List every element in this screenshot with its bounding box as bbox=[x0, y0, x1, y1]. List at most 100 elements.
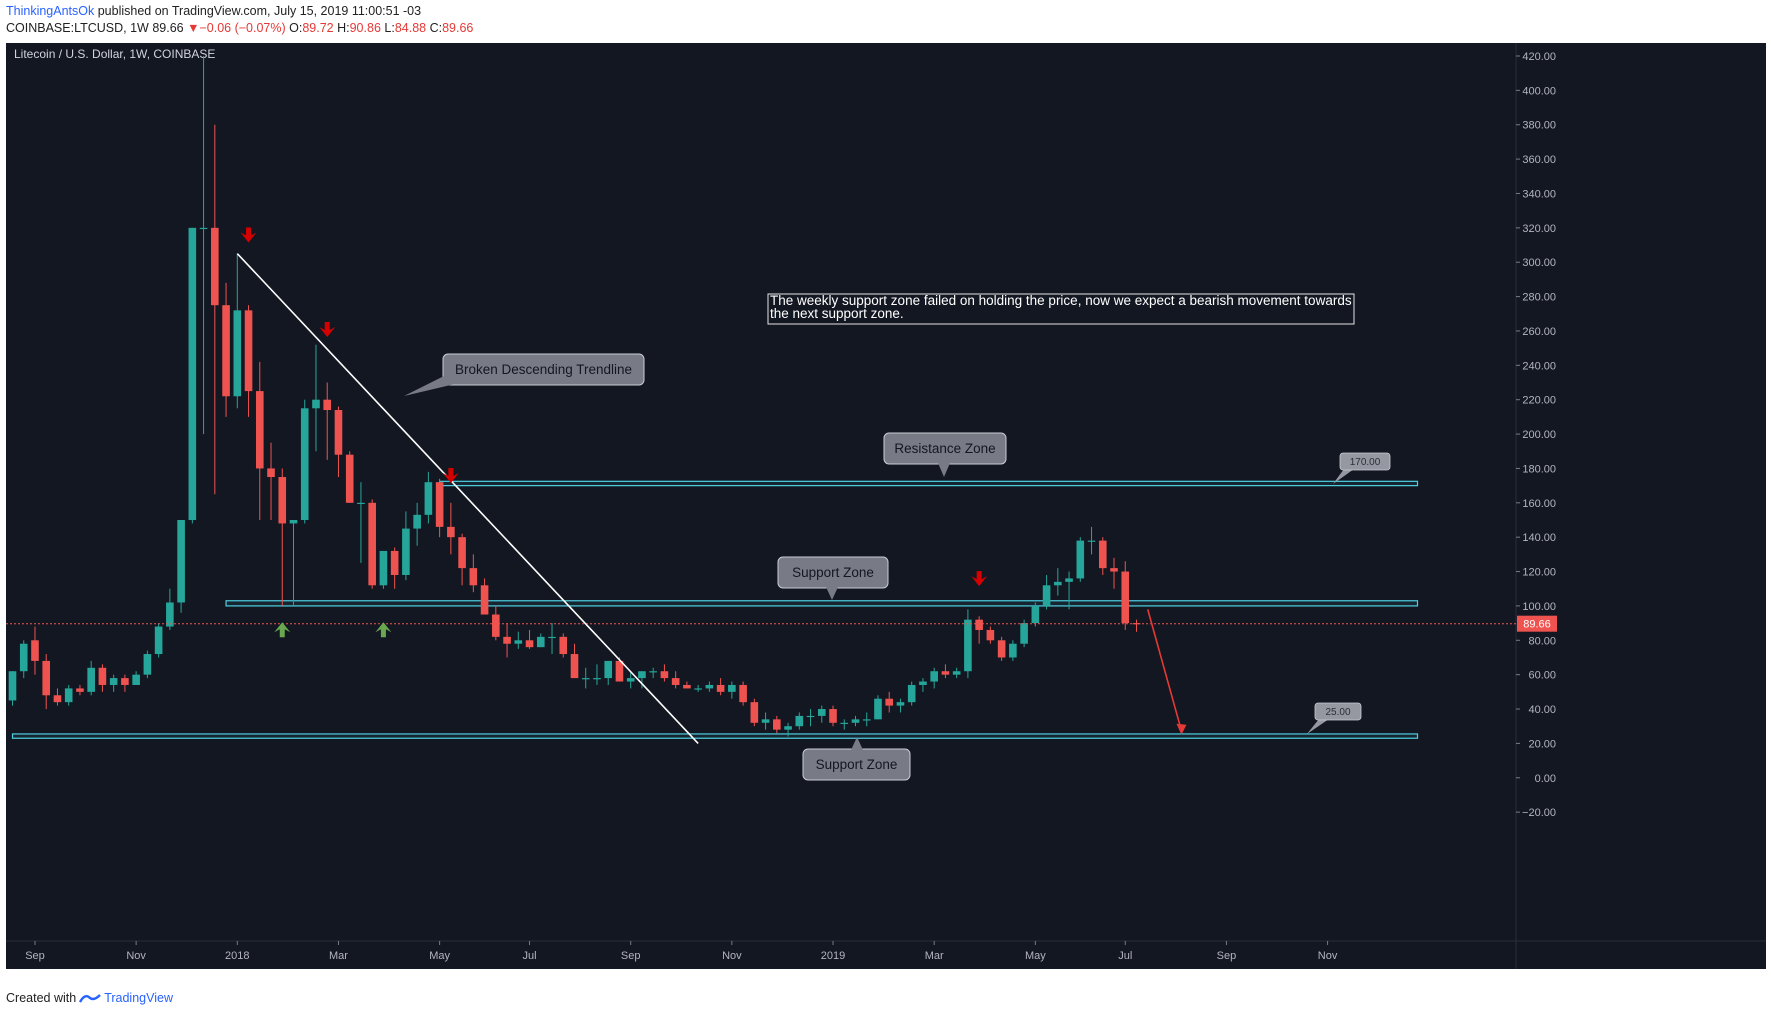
symbol-line: COINBASE:LTCUSD, 1W 89.66 ▼−0.06 (−0.07%… bbox=[6, 21, 473, 35]
candle-body bbox=[323, 399, 332, 411]
candle-body bbox=[626, 678, 635, 682]
y-tick-label: 380.00 bbox=[1522, 120, 1556, 132]
candle-body bbox=[368, 502, 376, 586]
candle-body bbox=[941, 671, 950, 675]
y-tick-label: 140.00 bbox=[1522, 532, 1556, 544]
candle-body bbox=[694, 688, 702, 690]
tradingview-link[interactable]: TradingView bbox=[104, 991, 173, 1005]
note-text: The weekly support zone failed on holdin… bbox=[770, 294, 1352, 321]
candle-body bbox=[952, 671, 961, 675]
candle-body bbox=[222, 305, 230, 397]
candle-body bbox=[211, 227, 219, 306]
candle-body bbox=[660, 671, 669, 679]
candle-body bbox=[300, 408, 309, 520]
down-arrow-icon bbox=[319, 321, 336, 337]
candle-body bbox=[817, 709, 826, 716]
y-tick-label: 240.00 bbox=[1522, 360, 1556, 372]
candle-body bbox=[267, 468, 275, 478]
candle-body bbox=[874, 698, 882, 720]
candle-body bbox=[739, 684, 747, 703]
candle-body bbox=[31, 640, 39, 661]
y-tick-label: 120.00 bbox=[1522, 567, 1556, 579]
axis-ticks: 420.00 400.00 380.00 360.00 340.00 320.00 300.… bbox=[25, 51, 1556, 962]
y-tick-label: 400.00 bbox=[1522, 85, 1556, 97]
y-tick-label: 420.00 bbox=[1522, 51, 1556, 63]
callout-text: Support Zone bbox=[792, 565, 874, 580]
candle-body bbox=[334, 410, 343, 455]
open-label: O: bbox=[289, 21, 303, 35]
projection-arrowhead-icon bbox=[1176, 723, 1187, 735]
candle-body bbox=[1054, 581, 1062, 586]
candle-body bbox=[8, 671, 17, 701]
close-value: 89.66 bbox=[442, 21, 474, 35]
y-tick-label: 20.00 bbox=[1528, 738, 1556, 750]
labels: Broken Descending Trendline Resistance Zo… bbox=[404, 353, 1557, 781]
last-price-badge bbox=[1517, 615, 1557, 632]
candle-body bbox=[1031, 605, 1040, 624]
candle-body bbox=[435, 482, 444, 527]
price-tag-tail bbox=[1307, 719, 1329, 734]
y-tick-label: 220.00 bbox=[1522, 395, 1556, 407]
x-tick-label: Nov bbox=[1318, 950, 1338, 962]
publisher-line: ThinkingAntsOk published on TradingView.… bbox=[6, 4, 421, 18]
candle-body bbox=[458, 537, 466, 569]
candle-body bbox=[244, 310, 253, 392]
x-tick-label: Nov bbox=[126, 950, 146, 962]
callout: Broken Descending Trendline bbox=[404, 353, 645, 396]
candle-body bbox=[233, 310, 242, 397]
price-chart[interactable]: Litecoin / U.S. Dollar, 1W, COINBASE 420… bbox=[6, 43, 1766, 969]
candle-body bbox=[402, 528, 410, 575]
price-tag-box bbox=[1339, 452, 1391, 471]
change: −0.06 (−0.07%) bbox=[199, 21, 286, 35]
candle-body bbox=[761, 719, 770, 723]
callout: Support Zone bbox=[777, 556, 889, 600]
x-tick-label: 2019 bbox=[821, 950, 845, 962]
down-arrow-icon bbox=[442, 468, 459, 484]
candle-body bbox=[177, 519, 185, 603]
x-tick-label: Mar bbox=[329, 950, 348, 962]
candle-body bbox=[188, 227, 197, 520]
down-arrow-icon bbox=[240, 227, 257, 243]
zone-band bbox=[439, 480, 1419, 487]
callout-box bbox=[442, 353, 645, 386]
candle-body bbox=[919, 681, 927, 685]
callout-text: Resistance Zone bbox=[894, 441, 995, 456]
y-tick-label: 280.00 bbox=[1522, 292, 1556, 304]
candle-body bbox=[615, 660, 624, 682]
x-tick-label: Sep bbox=[1217, 950, 1237, 962]
callout-tail bbox=[851, 737, 863, 750]
candle-body bbox=[705, 684, 714, 689]
candle-body bbox=[1110, 568, 1118, 572]
note-box: The weekly support zone failed on holdin… bbox=[767, 293, 1355, 325]
candle-body bbox=[593, 678, 601, 680]
candle-body bbox=[1087, 540, 1096, 542]
candle-body bbox=[98, 667, 107, 685]
candle-body bbox=[1009, 643, 1017, 658]
price-tag-text: 170.00 bbox=[1350, 457, 1381, 468]
candle-body bbox=[199, 227, 208, 230]
candle-body bbox=[278, 477, 287, 524]
candle-body bbox=[795, 715, 804, 727]
author-link[interactable]: ThinkingAntsOk bbox=[6, 4, 95, 18]
x-tick-label: Nov bbox=[722, 950, 742, 962]
candle-body bbox=[649, 671, 657, 673]
open-value: 89.72 bbox=[302, 21, 334, 35]
candle-body bbox=[255, 391, 264, 469]
candle-body bbox=[548, 636, 556, 639]
x-tick-label: Jul bbox=[1118, 950, 1132, 962]
candle-body bbox=[581, 678, 590, 680]
candle-body bbox=[76, 688, 84, 692]
candle-body bbox=[525, 640, 534, 648]
y-tick-label: 340.00 bbox=[1522, 188, 1556, 200]
price-tag: 170.00 bbox=[1333, 452, 1391, 484]
chart-background bbox=[6, 43, 1766, 969]
price-tag-tail bbox=[1333, 469, 1354, 484]
callout-tail bbox=[826, 587, 838, 600]
y-tick-label: 160.00 bbox=[1522, 498, 1556, 510]
last-price: 89.66 bbox=[152, 21, 184, 35]
price-tag-box bbox=[1314, 702, 1362, 721]
candle-body bbox=[53, 695, 62, 703]
candle-body bbox=[109, 678, 118, 685]
candle-body bbox=[19, 643, 28, 672]
markers bbox=[240, 227, 988, 638]
